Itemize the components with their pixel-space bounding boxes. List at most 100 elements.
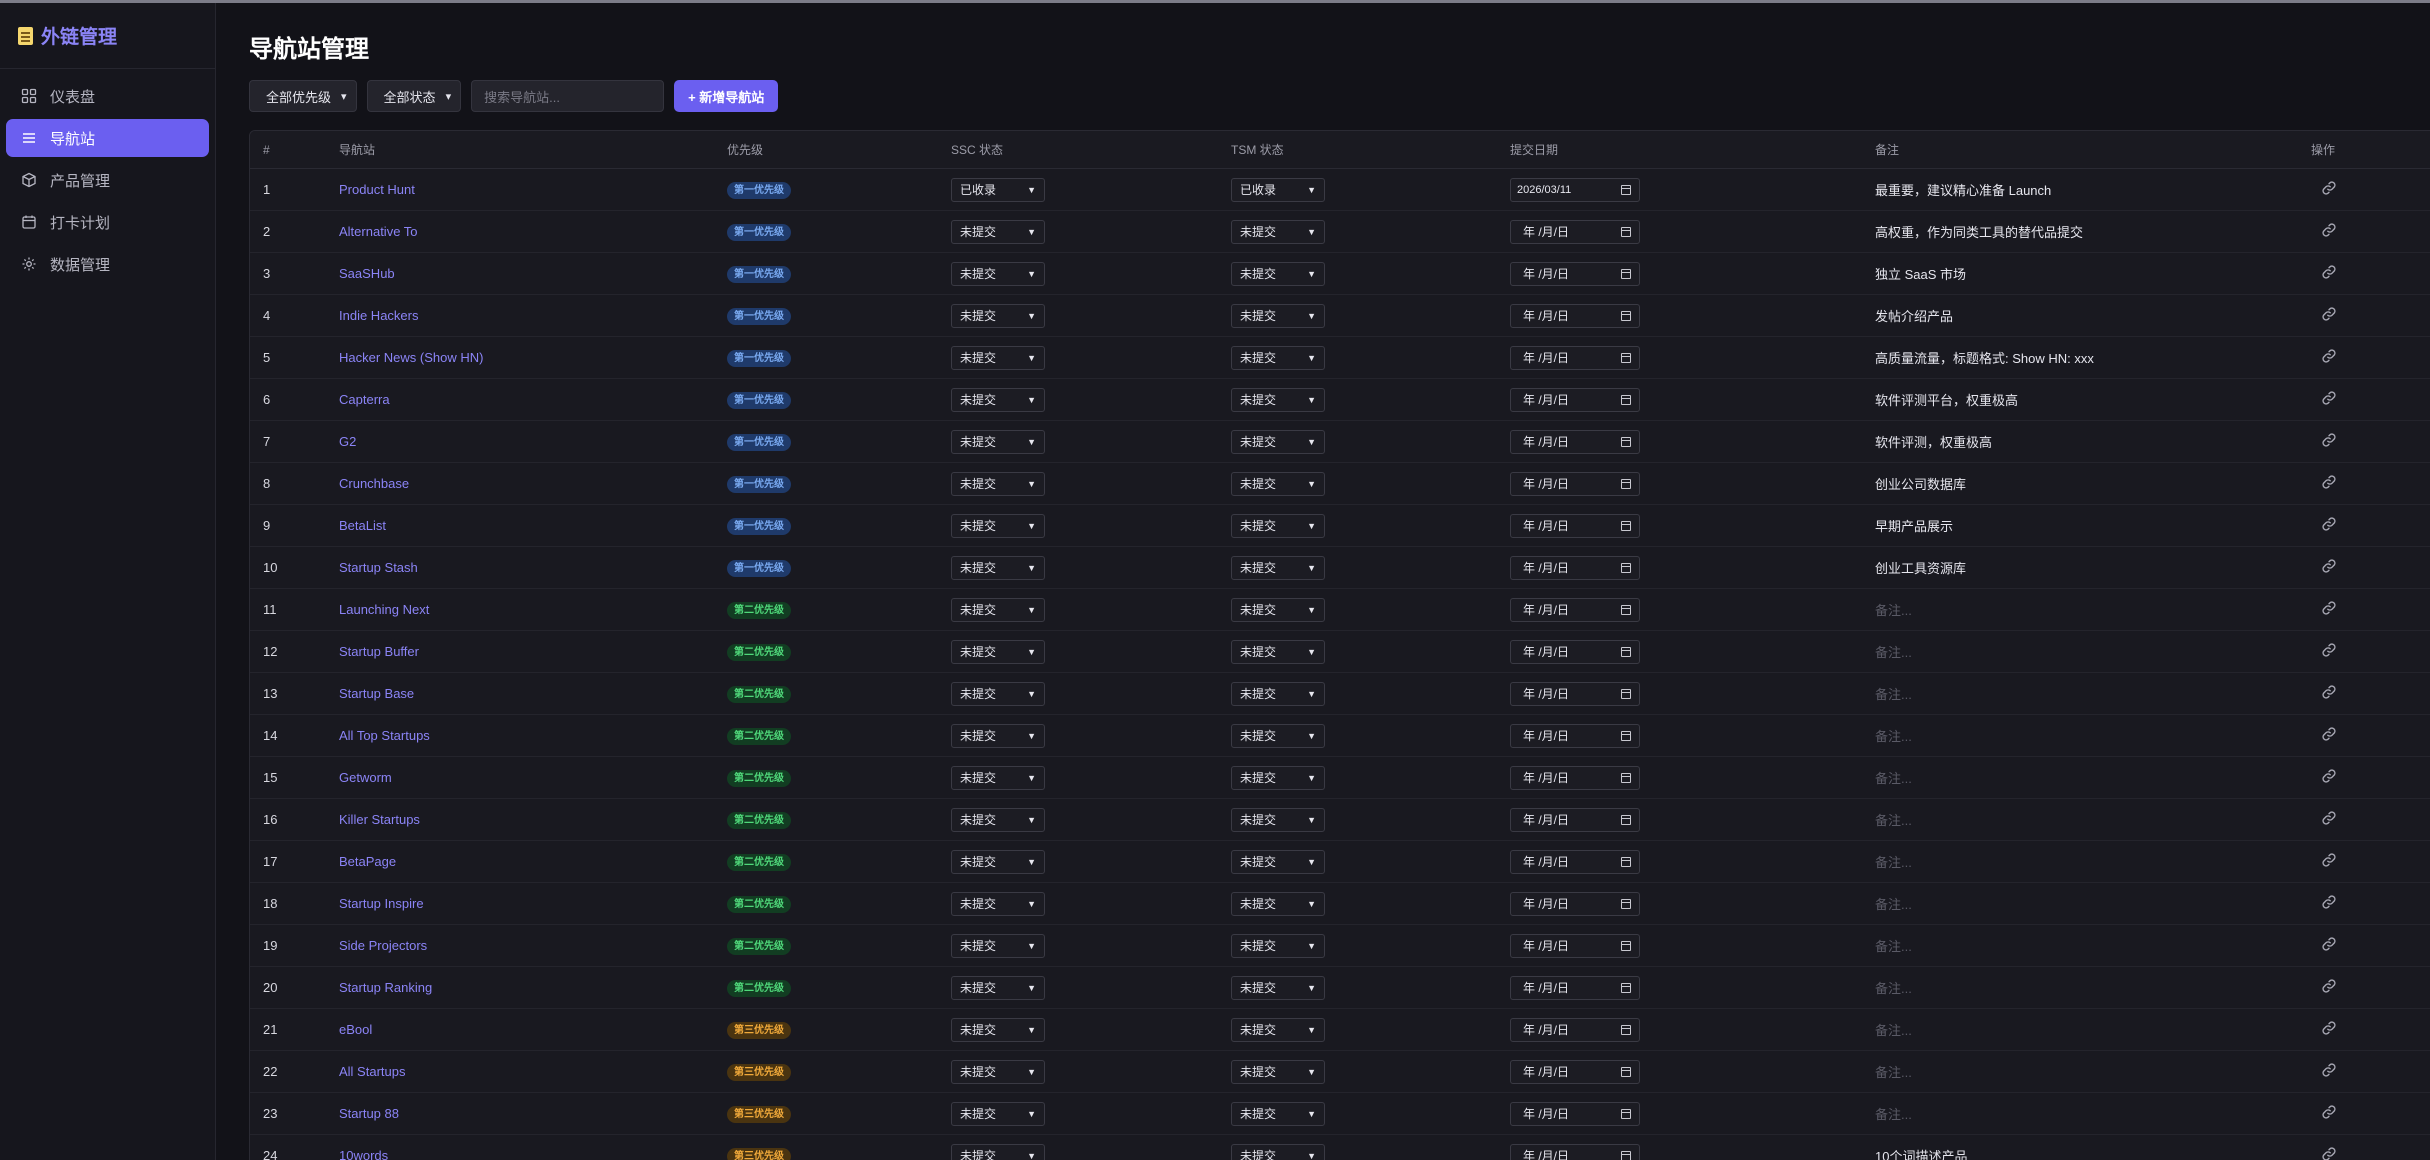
submit-date-input[interactable]: 年 /月/日 [1510, 219, 1640, 244]
tsm-status-select[interactable]: 未提交 ▼ [1231, 555, 1325, 580]
link-icon[interactable] [2321, 643, 2337, 661]
note-field[interactable]: 独立 SaaS 市场 [1875, 267, 1967, 282]
link-icon[interactable] [2321, 1021, 2337, 1039]
calendar-icon[interactable] [1621, 856, 1631, 867]
sidebar-item-checkin-plan[interactable]: 打卡计划 [6, 203, 209, 241]
submit-date-input[interactable]: 年 /月/日 [1510, 765, 1640, 790]
site-name-link[interactable]: Startup Stash [339, 560, 418, 575]
note-field[interactable]: 最重要，建议精心准备 Launch [1875, 183, 2052, 198]
calendar-icon[interactable] [1621, 562, 1631, 573]
ssc-status-select[interactable]: 未提交 ▼ [951, 597, 1045, 622]
ssc-status-select[interactable]: 未提交 ▼ [951, 345, 1045, 370]
tsm-status-select[interactable]: 未提交 ▼ [1231, 429, 1325, 454]
note-field[interactable]: 备注... [1875, 1065, 1912, 1080]
calendar-icon[interactable] [1621, 310, 1631, 321]
tsm-status-select[interactable]: 未提交 ▼ [1231, 597, 1325, 622]
sidebar-item-nav-sites[interactable]: 导航站 [6, 119, 209, 157]
site-name-link[interactable]: Killer Startups [339, 812, 420, 827]
link-icon[interactable] [2321, 601, 2337, 619]
note-field[interactable]: 备注... [1875, 603, 1912, 618]
site-name-link[interactable]: Crunchbase [339, 476, 410, 491]
site-name-link[interactable]: Alternative To [339, 224, 418, 239]
tsm-status-select[interactable]: 未提交 ▼ [1231, 807, 1325, 832]
sidebar-item-dashboard[interactable]: 仪表盘 [6, 77, 209, 115]
link-icon[interactable] [2321, 853, 2337, 871]
link-icon[interactable] [2321, 937, 2337, 955]
submit-date-input[interactable]: 年 /月/日 [1510, 933, 1640, 958]
link-icon[interactable] [2321, 979, 2337, 997]
submit-date-input[interactable]: 年 /月/日 [1510, 1017, 1640, 1042]
submit-date-input[interactable]: 年 /月/日 [1510, 891, 1640, 916]
ssc-status-select[interactable]: 未提交 ▼ [951, 555, 1045, 580]
ssc-status-select[interactable]: 未提交 ▼ [951, 1143, 1045, 1160]
site-name-link[interactable]: Startup 88 [339, 1106, 399, 1121]
link-icon[interactable] [2321, 517, 2337, 535]
site-name-link[interactable]: Launching Next [339, 602, 430, 617]
submit-date-input[interactable]: 年 /月/日 [1510, 849, 1640, 874]
ssc-status-select[interactable]: 未提交 ▼ [951, 975, 1045, 1000]
link-icon[interactable] [2321, 811, 2337, 829]
site-name-link[interactable]: Capterra [339, 392, 390, 407]
tsm-status-select[interactable]: 未提交 ▼ [1231, 765, 1325, 790]
calendar-icon[interactable] [1621, 1150, 1631, 1160]
note-field[interactable]: 高质量流量，标题格式: Show HN: xxx [1875, 351, 2094, 366]
submit-date-input[interactable]: 年 /月/日 [1510, 471, 1640, 496]
ssc-status-select[interactable]: 未提交 ▼ [951, 681, 1045, 706]
site-name-link[interactable]: BetaPage [339, 854, 397, 869]
ssc-status-select[interactable]: 未提交 ▼ [951, 387, 1045, 412]
note-field[interactable]: 备注... [1875, 687, 1912, 702]
ssc-status-select[interactable]: 未提交 ▼ [951, 513, 1045, 538]
calendar-icon[interactable] [1621, 478, 1631, 489]
submit-date-input[interactable]: 2026/03/11 [1510, 177, 1640, 202]
calendar-icon[interactable] [1621, 688, 1631, 699]
note-field[interactable]: 备注... [1875, 729, 1912, 744]
calendar-icon[interactable] [1621, 898, 1631, 909]
link-icon[interactable] [2321, 727, 2337, 745]
link-icon[interactable] [2321, 391, 2337, 409]
note-field[interactable]: 创业公司数据库 [1875, 477, 1967, 492]
ssc-status-select[interactable]: 未提交 ▼ [951, 1059, 1045, 1084]
link-icon[interactable] [2321, 1147, 2337, 1160]
submit-date-input[interactable]: 年 /月/日 [1510, 975, 1640, 1000]
site-name-link[interactable]: G2 [339, 434, 357, 449]
tsm-status-select[interactable]: 未提交 ▼ [1231, 1017, 1325, 1042]
ssc-status-select[interactable]: 未提交 ▼ [951, 723, 1045, 748]
ssc-status-select[interactable]: 已收录 ▼ [951, 177, 1045, 202]
link-icon[interactable] [2321, 895, 2337, 913]
site-name-link[interactable]: Getworm [339, 770, 392, 785]
submit-date-input[interactable]: 年 /月/日 [1510, 261, 1640, 286]
ssc-status-select[interactable]: 未提交 ▼ [951, 807, 1045, 832]
calendar-icon[interactable] [1621, 268, 1631, 279]
site-name-link[interactable]: Indie Hackers [339, 308, 419, 323]
note-field[interactable]: 高权重，作为同类工具的替代品提交 [1875, 225, 2084, 240]
ssc-status-select[interactable]: 未提交 ▼ [951, 219, 1045, 244]
calendar-icon[interactable] [1621, 184, 1631, 195]
note-field[interactable]: 备注... [1875, 897, 1912, 912]
search-input[interactable]: 搜索导航站... [471, 80, 665, 112]
ssc-status-select[interactable]: 未提交 ▼ [951, 639, 1045, 664]
calendar-icon[interactable] [1621, 226, 1631, 237]
ssc-status-select[interactable]: 未提交 ▼ [951, 261, 1045, 286]
ssc-status-select[interactable]: 未提交 ▼ [951, 429, 1045, 454]
submit-date-input[interactable]: 年 /月/日 [1510, 303, 1640, 328]
tsm-status-select[interactable]: 未提交 ▼ [1231, 303, 1325, 328]
calendar-icon[interactable] [1621, 814, 1631, 825]
site-name-link[interactable]: 10words [339, 1148, 389, 1160]
ssc-status-select[interactable]: 未提交 ▼ [951, 471, 1045, 496]
tsm-status-select[interactable]: 未提交 ▼ [1231, 891, 1325, 916]
calendar-icon[interactable] [1621, 1024, 1631, 1035]
note-field[interactable]: 10个词描述产品 [1875, 1149, 1968, 1160]
site-name-link[interactable]: All Top Startups [339, 728, 430, 743]
submit-date-input[interactable]: 年 /月/日 [1510, 807, 1640, 832]
note-field[interactable]: 发帖介绍产品 [1875, 309, 1954, 324]
submit-date-input[interactable]: 年 /月/日 [1510, 597, 1640, 622]
tsm-status-select[interactable]: 未提交 ▼ [1231, 975, 1325, 1000]
submit-date-input[interactable]: 年 /月/日 [1510, 513, 1640, 538]
calendar-icon[interactable] [1621, 772, 1631, 783]
calendar-icon[interactable] [1621, 646, 1631, 657]
tsm-status-select[interactable]: 未提交 ▼ [1231, 933, 1325, 958]
calendar-icon[interactable] [1621, 394, 1631, 405]
calendar-icon[interactable] [1621, 520, 1631, 531]
tsm-status-select[interactable]: 未提交 ▼ [1231, 723, 1325, 748]
submit-date-input[interactable]: 年 /月/日 [1510, 639, 1640, 664]
